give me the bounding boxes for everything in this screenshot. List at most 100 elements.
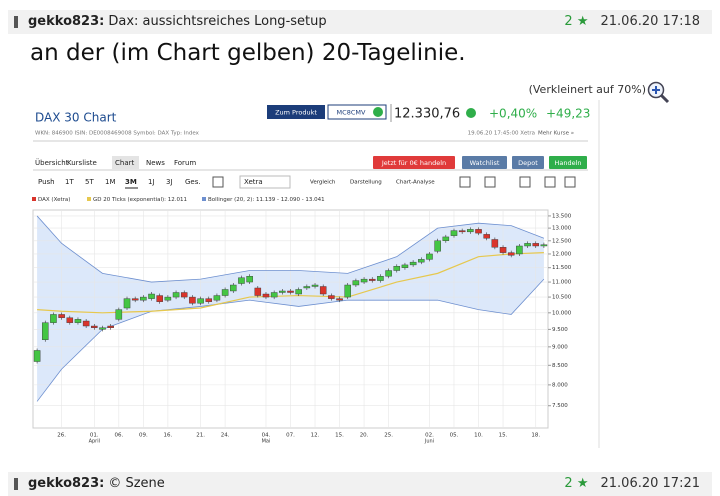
product-code[interactable]: MC8CMV	[337, 109, 366, 117]
author[interactable]: gekko823:	[28, 14, 105, 29]
period[interactable]: 3J	[166, 178, 173, 186]
y-tick-label: 11.500	[552, 265, 572, 271]
period[interactable]: 1T	[65, 178, 74, 186]
rating[interactable]: 2	[564, 14, 573, 29]
tool[interactable]: Chart-Analyse	[396, 180, 435, 186]
candle-body	[450, 230, 458, 236]
bollinger-upper	[36, 215, 545, 283]
candle-body	[221, 289, 229, 296]
subject: Dax: aussichtsreiches Long-setup	[108, 14, 327, 29]
product-button[interactable]	[267, 105, 325, 119]
product-icon	[373, 107, 383, 117]
candle-body	[270, 292, 278, 298]
x-tick-label: 10.	[474, 433, 483, 439]
more-link[interactable]: Mehr Kurse »	[538, 131, 574, 137]
candle-body	[172, 292, 180, 298]
y-tick-label: 9.500	[552, 327, 568, 333]
period[interactable]: 3M	[125, 178, 137, 186]
y-tick-label: 7.500	[552, 403, 568, 409]
candle-body	[319, 286, 327, 295]
legend-label: DAX (Xetra)	[38, 197, 70, 203]
info-line: WKN: 846900 ISIN: DE0008469008 Symbol: D…	[35, 131, 200, 137]
candle-body	[393, 266, 401, 271]
tab[interactable]: News	[146, 159, 165, 167]
candle-body	[475, 229, 482, 234]
zoom-icon[interactable]	[646, 80, 670, 104]
tab[interactable]: Übersicht	[35, 158, 69, 167]
action-button[interactable]	[373, 156, 455, 169]
y-tick-label: 11.000	[552, 280, 572, 286]
candle-body	[156, 295, 163, 302]
action-button[interactable]	[462, 156, 507, 169]
tab[interactable]: Kursliste	[67, 159, 97, 167]
month-label: Juni	[424, 439, 434, 445]
candle-body	[246, 276, 253, 283]
y-tick-label: 8.000	[552, 382, 568, 388]
x-tick-label: 25.	[384, 433, 393, 439]
candle-body	[295, 289, 302, 295]
product-code-button[interactable]	[327, 104, 387, 120]
candle-body	[352, 280, 360, 286]
candle-body	[115, 309, 123, 320]
calendar-icon[interactable]	[212, 176, 224, 188]
candle-body	[409, 261, 417, 266]
month-label: April	[89, 439, 100, 445]
tool-icon[interactable]	[459, 176, 471, 188]
exchange-select[interactable]	[239, 175, 291, 189]
tab[interactable]: Forum	[174, 159, 196, 167]
tool-icon[interactable]	[564, 176, 576, 188]
action-label[interactable]: Watchlist	[470, 159, 500, 167]
tool-icon[interactable]	[519, 176, 531, 188]
x-tick-label: 21.	[196, 433, 205, 439]
candle-body	[189, 296, 196, 304]
candle-body	[524, 243, 531, 247]
date: 21.06.20 17:21	[600, 476, 701, 491]
candle-body	[82, 320, 90, 327]
y-tick-label: 12.500	[552, 238, 572, 244]
candle-body	[41, 322, 49, 340]
candle-body	[458, 230, 466, 233]
candle-body	[205, 298, 213, 302]
action-label[interactable]: Depot	[518, 159, 538, 167]
candle-body	[197, 298, 204, 304]
change-abs: +49,23	[546, 107, 590, 121]
page: gekko823: Dax: aussichtsreiches Long-setu…	[8, 10, 712, 496]
candle-body	[368, 278, 376, 281]
y-tick-label: 10.000	[552, 310, 572, 316]
product-button-label[interactable]: Zum Produkt	[275, 109, 317, 117]
action-button[interactable]	[549, 156, 587, 169]
tool-icon[interactable]	[484, 176, 496, 188]
x-tick-label: 04.	[262, 433, 271, 439]
change-icon	[466, 108, 476, 118]
period[interactable]: Push	[38, 178, 55, 186]
candle-body	[140, 296, 147, 301]
x-tick-label: 02.	[425, 433, 434, 439]
legend-swatch	[32, 197, 36, 201]
action-button[interactable]	[512, 156, 544, 169]
candle-body	[303, 286, 311, 289]
tool-icon[interactable]	[544, 176, 556, 188]
y-tick-label: 9.000	[552, 344, 568, 350]
period[interactable]: 5T	[85, 178, 94, 186]
x-tick-label: 26.	[57, 433, 66, 439]
candle-body	[230, 284, 237, 292]
exchange[interactable]: Xetra	[244, 178, 263, 186]
candle-body	[33, 350, 41, 362]
tool[interactable]: Darstellung	[350, 180, 382, 186]
period[interactable]: 1M	[105, 178, 116, 186]
action-label[interactable]: Handeln	[554, 159, 581, 167]
y-tick-label: 8.500	[552, 363, 568, 369]
rating[interactable]: 2	[564, 476, 573, 491]
candle-body	[66, 317, 74, 323]
tab[interactable]: Chart	[115, 159, 134, 167]
x-tick-label: 01.	[90, 433, 99, 439]
x-tick-label: 15.	[335, 433, 344, 439]
candle-body	[467, 229, 474, 233]
period[interactable]: 1J	[148, 178, 155, 186]
tool[interactable]: Vergleich	[310, 180, 336, 186]
author[interactable]: gekko823:	[28, 476, 105, 491]
y-tick-label: 12.000	[552, 251, 572, 257]
period[interactable]: Ges.	[185, 178, 201, 186]
x-tick-label: 05.	[450, 433, 459, 439]
action-label[interactable]: Jetzt für 0€ handeln	[381, 159, 446, 167]
